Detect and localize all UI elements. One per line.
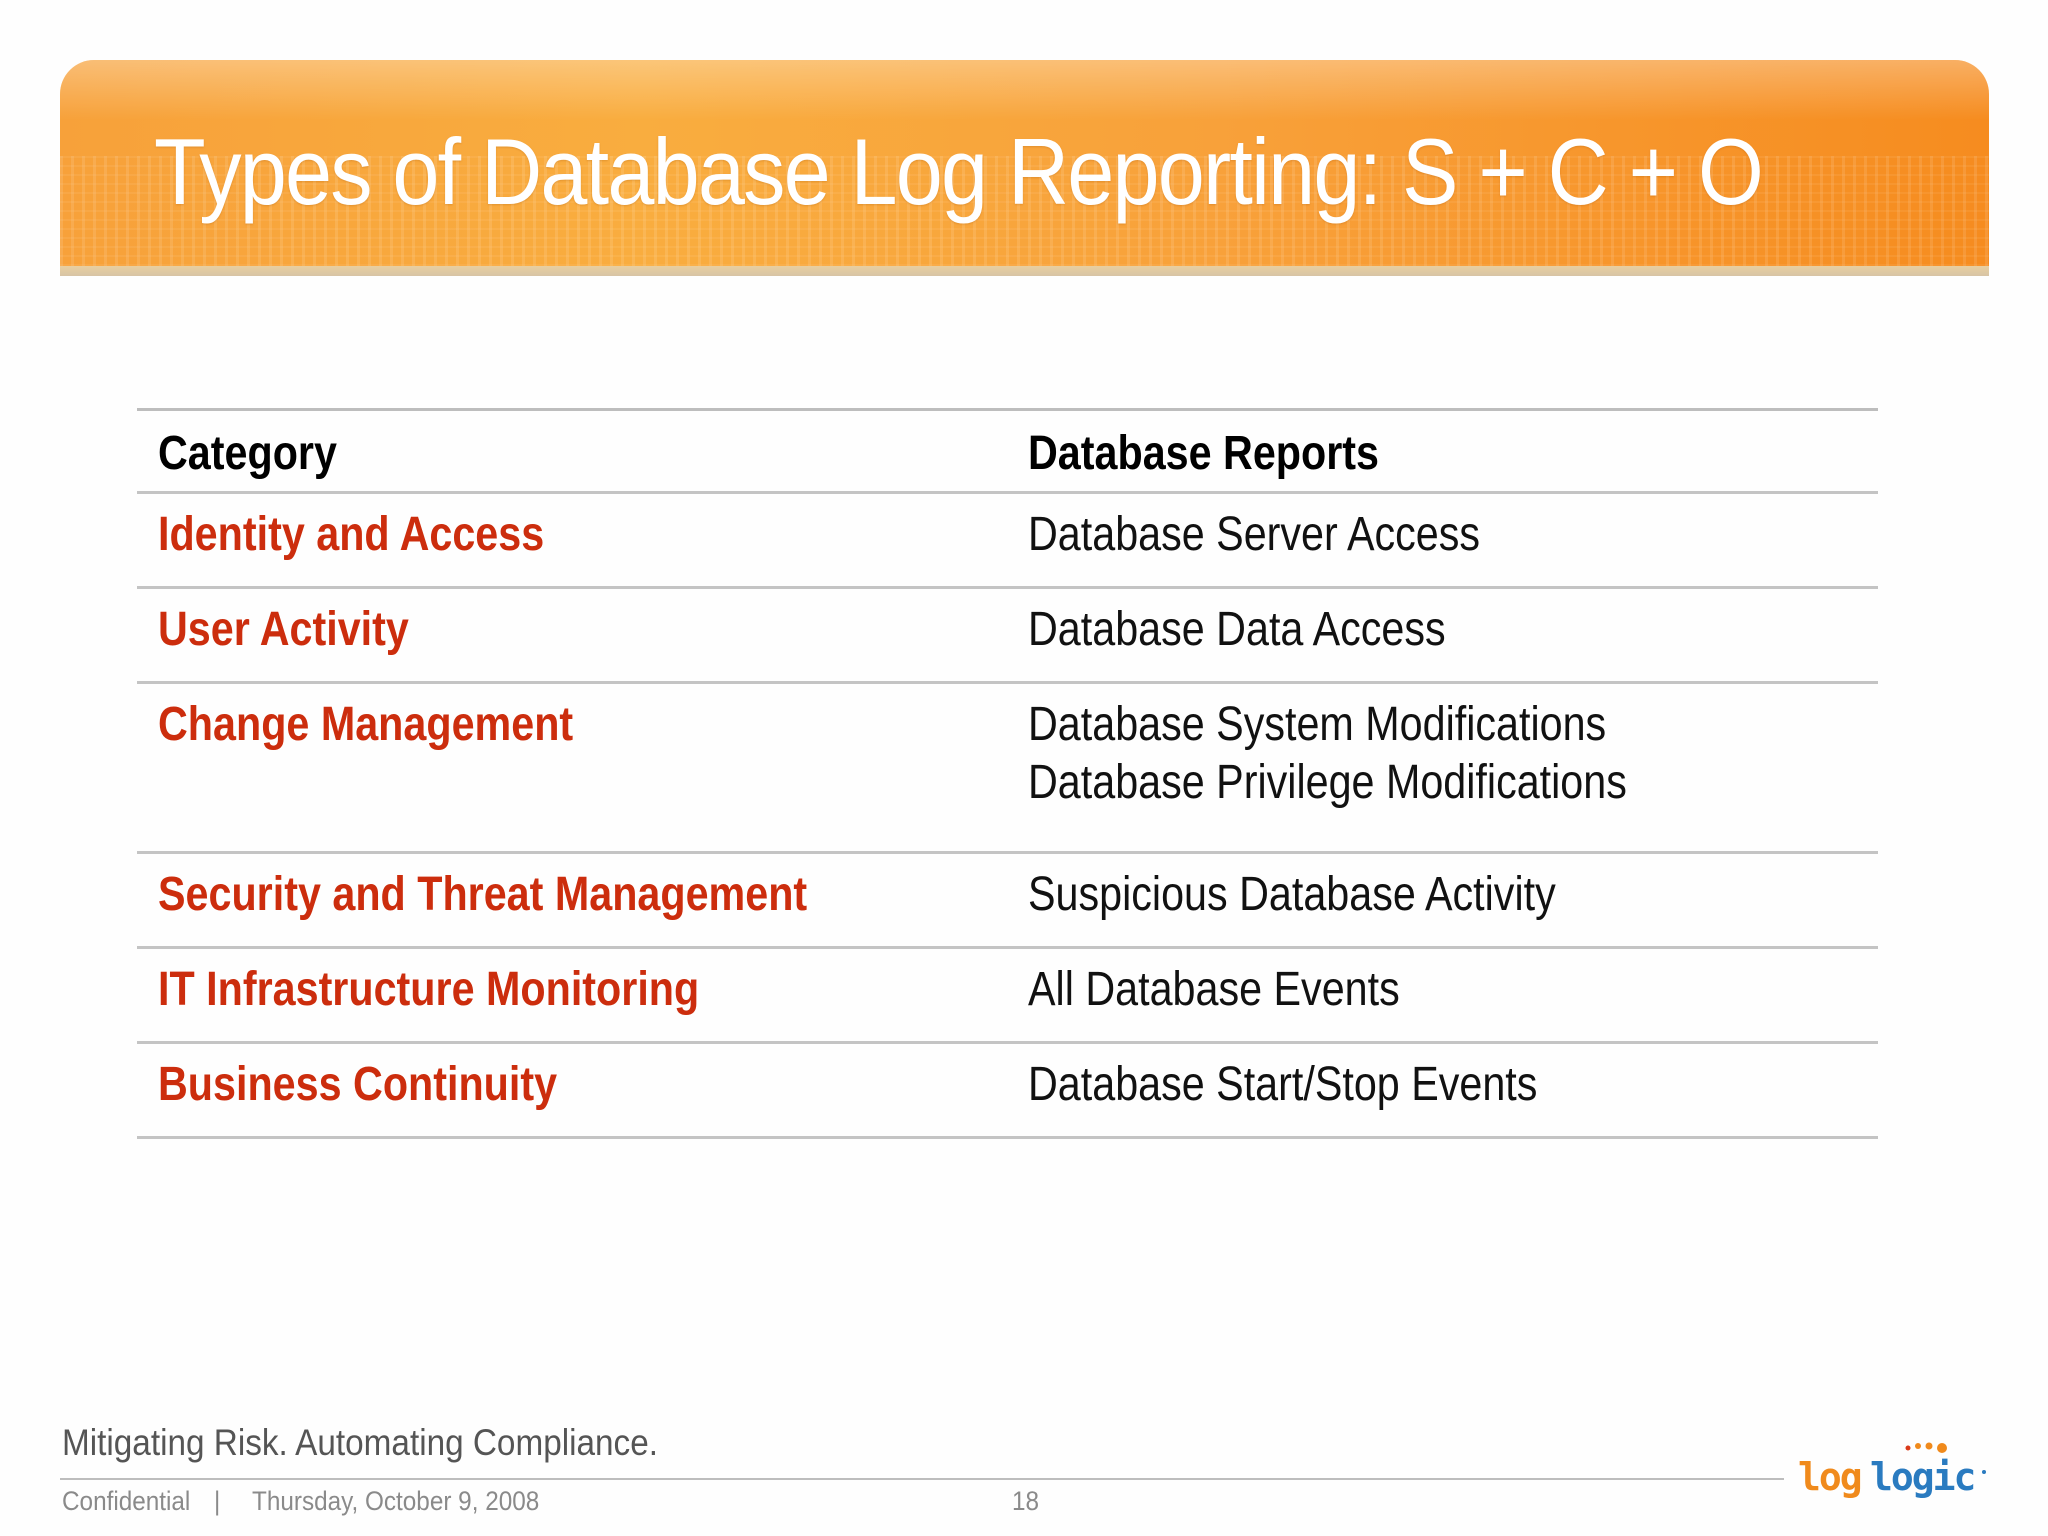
column-header-category: Category [158,427,337,480]
reports-cell: All Database Events [1028,963,1400,1016]
reports-cell: Database System Modifications Database P… [1028,696,1627,812]
report-line: Database System Modifications [1028,698,1607,751]
category-cell: Security and Threat Management [158,868,808,921]
column-header-database-reports: Database Reports [1028,427,1380,480]
table-row: Security and Threat Management Suspiciou… [137,854,1878,949]
footer-date: Thursday, October 9, 2008 [252,1486,540,1516]
table-row: IT Infrastructure Monitoring All Databas… [137,949,1878,1044]
reports-table: Category Database Reports Identity and A… [137,408,1878,1139]
category-cell: IT Infrastructure Monitoring [158,963,700,1016]
page-number: 18 [1012,1486,1040,1516]
title-banner [60,60,1989,276]
footer-confidential: Confidential [62,1486,191,1516]
logo-wordmark-log: log [1798,1455,1861,1499]
report-line: Database Privilege Modifications [1028,756,1627,809]
table-row: User Activity Database Data Access [137,589,1878,684]
category-cell: Business Continuity [158,1058,558,1111]
slide-title: Types of Database Log Reporting: S + C +… [154,119,1764,224]
banner-texture [60,156,1989,266]
footer-tagline: Mitigating Risk. Automating Compliance. [62,1422,658,1463]
table-row: Identity and Access Database Server Acce… [137,494,1878,589]
logo-wordmark-logic: logic [1870,1455,1974,1499]
category-cell: Identity and Access [158,508,545,561]
reports-cell: Database Server Access [1028,508,1481,561]
reports-cell: Database Data Access [1028,603,1446,656]
footer-separator: | [214,1486,221,1516]
loglogic-logo: log logic [1798,1442,1986,1499]
category-cell: User Activity [158,603,409,656]
table-row: Change Management Database System Modifi… [137,684,1878,854]
reports-cell: Suspicious Database Activity [1028,868,1556,921]
table-row: Business Continuity Database Start/Stop … [137,1044,1878,1139]
category-cell: Change Management [158,698,574,751]
reports-cell: Database Start/Stop Events [1028,1058,1538,1111]
table-header-row: Category Database Reports [137,411,1878,494]
footer-divider [60,1478,1784,1480]
